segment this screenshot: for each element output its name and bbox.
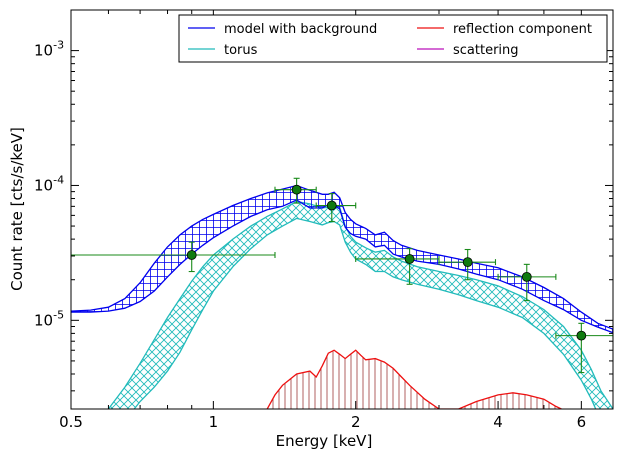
legend-label-model: model with background: [224, 22, 377, 37]
reflection-component-line: [266, 349, 563, 409]
data-point-6: [497, 263, 557, 302]
data-marker: [404, 254, 415, 264]
y-tick-label: 10-3: [34, 39, 64, 60]
data-point-7: [555, 322, 613, 374]
reflection-band-fill: [267, 350, 562, 409]
x-tick-label: 2: [351, 413, 361, 431]
legend-label-scattering: scattering: [453, 43, 519, 58]
legend-label-torus: torus: [224, 43, 258, 58]
data-marker: [186, 250, 197, 260]
x-tick-label: 1: [209, 413, 219, 431]
data-point-2: [274, 177, 317, 204]
torus-band-fill: [108, 201, 613, 409]
data-point-4: [355, 248, 440, 285]
data-marker: [462, 257, 473, 268]
data-marker: [521, 271, 532, 282]
data-marker: [291, 184, 302, 195]
y-axis-label: Count rate [cts/s/keV]: [8, 127, 26, 291]
x-tick-label: 4: [493, 413, 503, 431]
axes-layer: 0.5 1 2 4 6 10-5 10-4 10-3: [34, 9, 614, 431]
legend-box: [178, 14, 608, 63]
x-axis-label: Energy [keV]: [276, 432, 373, 450]
data-marker: [326, 200, 337, 211]
plot-frame: [70, 9, 614, 410]
x-tick-label: 0.5: [59, 413, 83, 431]
model-band-fill: [71, 185, 613, 333]
model-band-upper-line: [71, 184, 613, 330]
x-tick-label: 6: [577, 413, 587, 431]
data-point-5: [438, 248, 497, 281]
y-tick-label: 10-4: [34, 173, 64, 194]
y-tick-label: 10-5: [34, 308, 64, 329]
plot-layer: [71, 177, 613, 409]
data-marker: [576, 330, 587, 341]
legend: model with background reflection compone…: [178, 14, 608, 63]
data-point-3: [315, 193, 357, 223]
model-band-lower-line: [71, 199, 613, 334]
legend-label-reflection: reflection component: [453, 22, 592, 37]
data-point-1: [71, 241, 276, 273]
torus-band-lower-line: [133, 217, 597, 409]
